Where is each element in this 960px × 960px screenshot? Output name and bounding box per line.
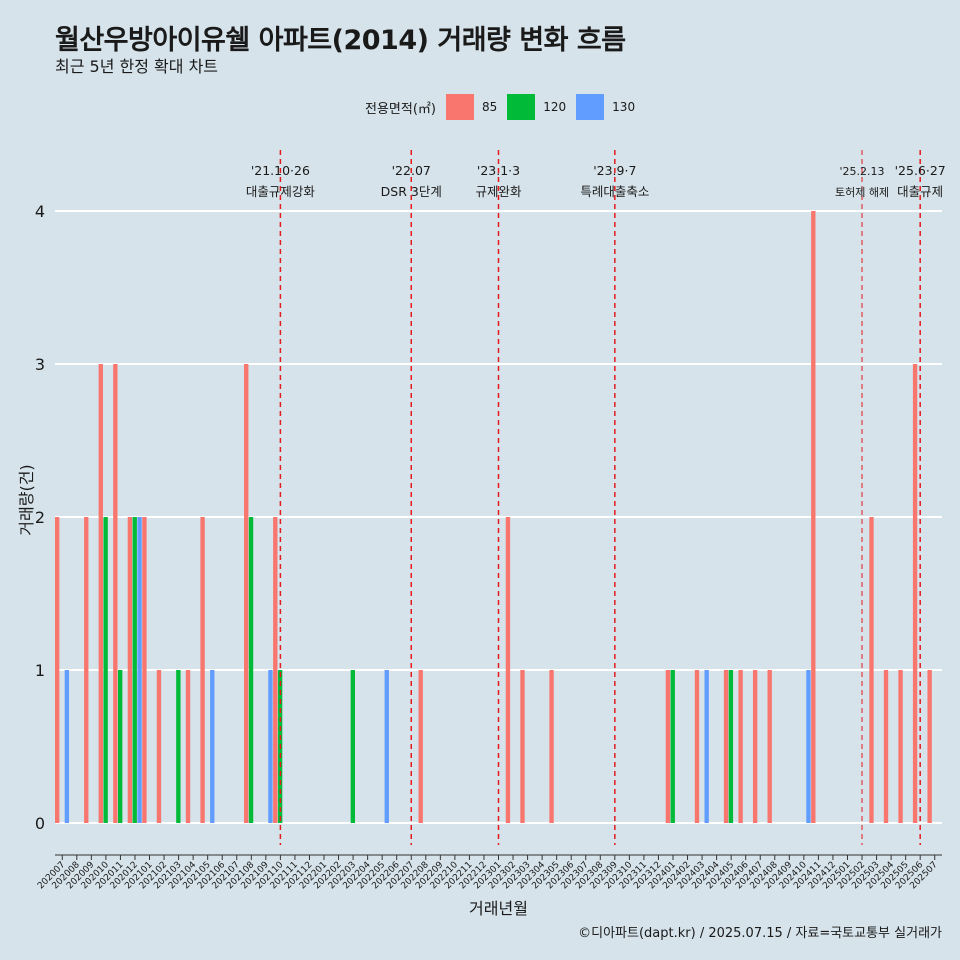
chart-title: 월산우방아이유쉘 아파트(2014) 거래량 변화 흐름 [55,25,626,56]
y-tick-label: 0 [35,814,45,833]
bar-85-202010 [98,364,103,823]
bar-85-202007 [55,517,60,823]
bar-85-202208 [418,670,423,823]
y-tick-label: 1 [35,661,45,680]
bar-130-202109 [268,670,273,823]
bar-130-202205 [384,670,389,823]
event-date-label: '21.10·26 [251,163,310,178]
bar-85-202101 [142,517,147,823]
event-date-label: '23.1·3 [477,163,520,178]
bar-120-202012 [132,517,137,823]
legend-title: 전용면적(㎡) [365,101,436,117]
bar-85-202102 [156,670,162,823]
legend-swatch-120 [507,94,536,120]
bar-85-202406 [738,670,743,823]
x-axis-title: 거래년월 [469,899,528,918]
bar-130-202403 [704,670,709,823]
y-axis-title: 거래량(건) [17,464,36,535]
legend-label-120: 120 [543,100,567,114]
y-tick-label: 3 [35,355,45,374]
bar-120-202108 [248,517,254,823]
legend: 전용면적(㎡) 85 120 130 [365,93,645,121]
bar-130-202007 [64,670,70,823]
bar-85-202104 [185,670,191,823]
chart-subtitle: 최근 5년 한정 확대 차트 [55,57,219,76]
bar-85-202110 [273,517,278,823]
bar-85-202507 [927,670,932,823]
bar-85-202012 [127,517,133,823]
bar-85-202504 [883,670,889,823]
bar-120-202010 [103,517,108,823]
event-date-label: '22.07 [392,163,431,178]
bar-130-202410 [806,670,811,823]
bar-85-202506 [912,364,918,823]
bar-120-202401 [670,670,675,823]
bar-85-202105 [200,517,205,823]
event-label: 특례대출축소 [580,184,649,199]
bar-85-202505 [898,670,903,823]
event-label: DSR 3단계 [381,184,442,199]
legend-label-130: 130 [612,100,636,114]
bar-85-202503 [869,517,874,823]
bar-85-202408 [767,670,772,823]
legend-swatch-85 [445,94,474,120]
event-label: 대출규제 [897,184,943,199]
y-tick-label: 2 [35,508,45,527]
bar-85-202403 [694,670,700,823]
event-date-label: '23.9·7 [593,163,636,178]
event-date-label: '25.2.13 [840,165,885,178]
bar-85-202009 [84,517,89,823]
legend-item-85: 85 [445,94,498,120]
legend-item-130: 130 [576,94,635,120]
bar-85-202407 [752,670,758,823]
bar-120-202203 [350,670,356,823]
bar-85-202305 [549,670,554,823]
event-label: 대출규제강화 [246,184,316,199]
bar-85-202401 [665,670,671,823]
bar-85-202011 [113,364,118,823]
bar-120-202011 [118,670,123,823]
legend-label-85: 85 [481,100,498,114]
bar-130-202105 [210,670,215,823]
bar-85-202303 [520,670,525,823]
bar-120-202103 [176,670,181,823]
bar-120-202405 [728,670,734,823]
legend-item-120: 120 [507,94,566,120]
bar-85-202302 [505,517,511,823]
event-label: 규제완화 [475,184,522,199]
source-caption: ©디아파트(dapt.kr) / 2025.07.15 / 자료=국토교통부 실… [578,926,942,941]
bar-85-202405 [723,670,729,823]
legend-swatch-130 [576,94,605,120]
bar-85-202411 [811,211,816,823]
bar-85-202108 [244,364,249,823]
bar-130-202012 [137,517,142,823]
event-label: 토허제 해제 [835,185,889,199]
y-tick-label: 4 [35,202,45,221]
event-date-label: '25.6·27 [895,163,946,178]
